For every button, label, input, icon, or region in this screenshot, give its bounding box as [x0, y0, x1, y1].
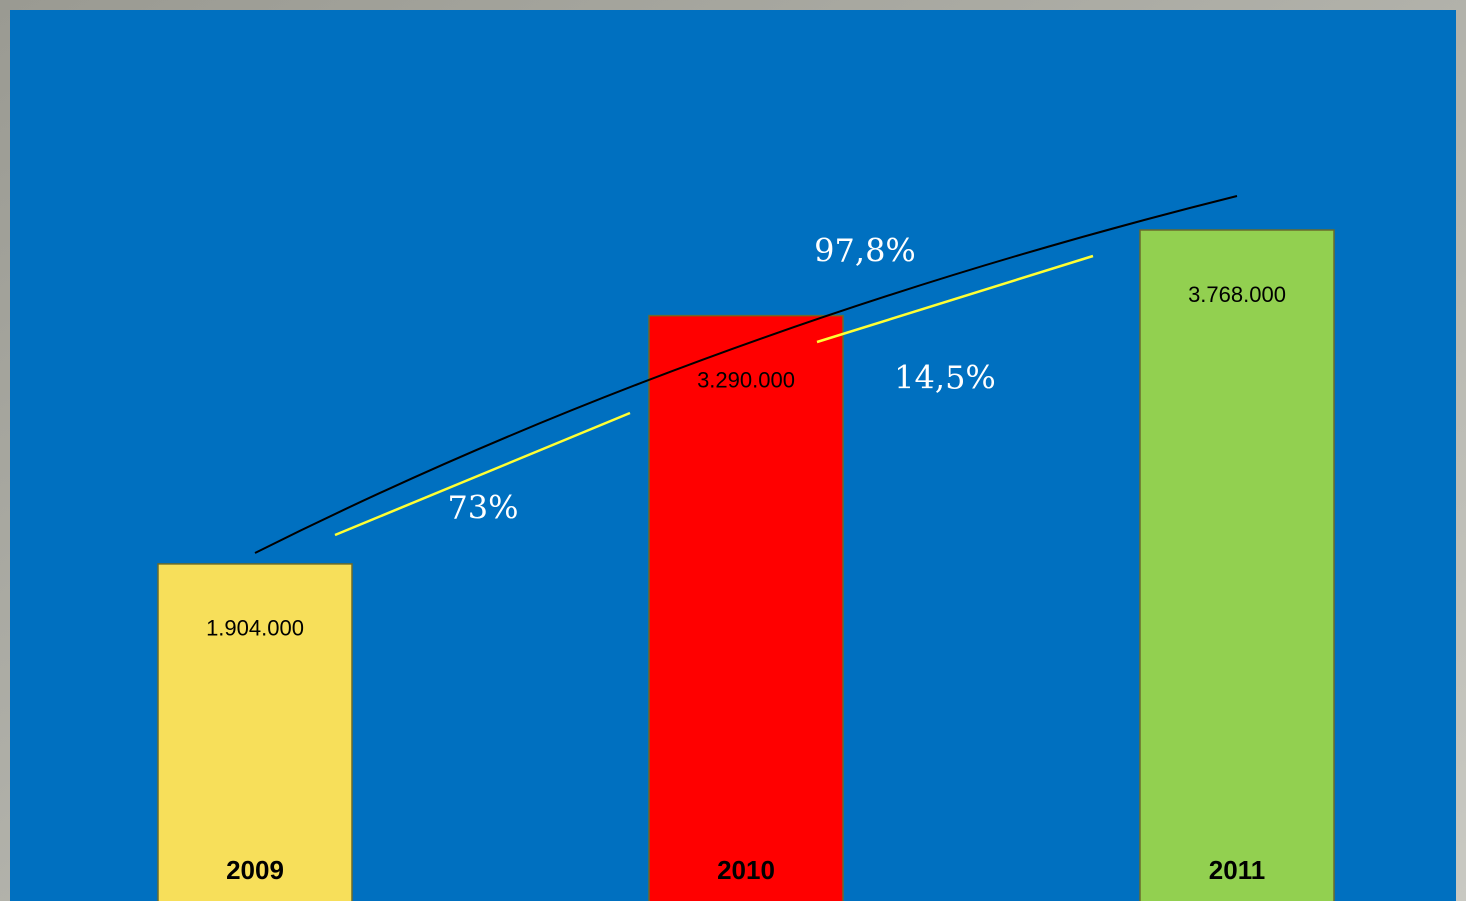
growth-line	[334, 411, 631, 537]
trend-curve	[254, 195, 1238, 554]
annotation: 73%	[447, 489, 518, 527]
value-label: 3.768.000	[1188, 282, 1286, 307]
category-label: 2011	[1209, 855, 1265, 885]
value-label: 1.904.000	[206, 616, 304, 641]
value-label: 3.290.000	[697, 367, 795, 392]
bar	[1139, 229, 1335, 901]
annotation: 97,8%	[814, 232, 916, 270]
bars: 1.904.000 2009 3.290.000 2010 3.768.000 2011	[157, 229, 1335, 901]
bar	[157, 563, 353, 901]
category-label: 2009	[226, 855, 284, 885]
bar	[648, 314, 844, 901]
category-label: 2010	[717, 855, 775, 885]
annotation: 14,5%	[894, 359, 996, 397]
growth-line	[816, 254, 1094, 344]
